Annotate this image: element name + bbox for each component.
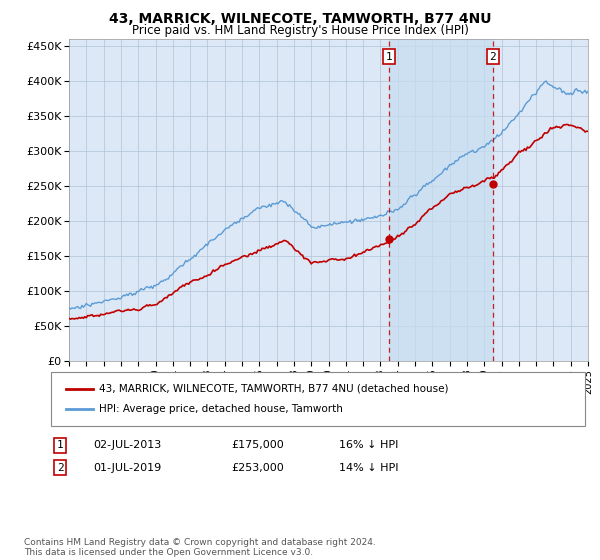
Text: Price paid vs. HM Land Registry's House Price Index (HPI): Price paid vs. HM Land Registry's House … — [131, 24, 469, 36]
Text: 43, MARRICK, WILNECOTE, TAMWORTH, B77 4NU (detached house): 43, MARRICK, WILNECOTE, TAMWORTH, B77 4N… — [99, 384, 449, 394]
Text: 43, MARRICK, WILNECOTE, TAMWORTH, B77 4NU: 43, MARRICK, WILNECOTE, TAMWORTH, B77 4N… — [109, 12, 491, 26]
Text: 14% ↓ HPI: 14% ↓ HPI — [339, 463, 398, 473]
Text: 01-JUL-2019: 01-JUL-2019 — [93, 463, 161, 473]
Text: 16% ↓ HPI: 16% ↓ HPI — [339, 440, 398, 450]
Text: £253,000: £253,000 — [231, 463, 284, 473]
Text: 1: 1 — [56, 440, 64, 450]
Text: £175,000: £175,000 — [231, 440, 284, 450]
Text: Contains HM Land Registry data © Crown copyright and database right 2024.
This d: Contains HM Land Registry data © Crown c… — [24, 538, 376, 557]
Text: 2: 2 — [56, 463, 64, 473]
Text: 1: 1 — [386, 52, 392, 62]
Text: 2: 2 — [490, 52, 496, 62]
Text: HPI: Average price, detached house, Tamworth: HPI: Average price, detached house, Tamw… — [99, 404, 343, 414]
Text: 02-JUL-2013: 02-JUL-2013 — [93, 440, 161, 450]
Bar — [389, 39, 493, 361]
